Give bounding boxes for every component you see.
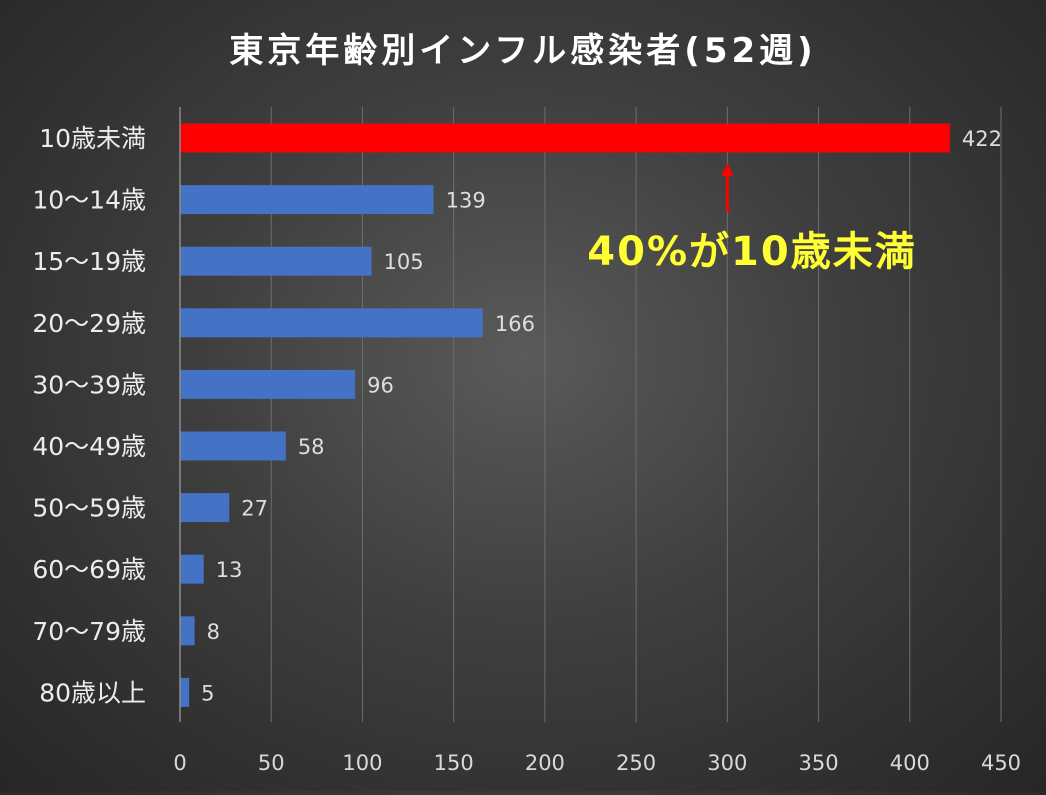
x-tick-label: 250 — [616, 751, 656, 775]
bar — [180, 123, 950, 153]
data-label: 139 — [446, 189, 486, 213]
x-tick-label: 200 — [525, 751, 565, 775]
data-label: 105 — [384, 250, 424, 274]
bar — [180, 431, 286, 461]
x-tick-label: 0 — [173, 751, 186, 775]
bar — [180, 677, 190, 707]
bar — [180, 185, 434, 215]
x-tick-label: 450 — [981, 751, 1021, 775]
data-label: 96 — [367, 373, 394, 397]
data-label: 27 — [241, 497, 268, 521]
data-label: 8 — [207, 620, 220, 644]
category-label: 20〜29歳 — [32, 309, 146, 338]
category-label: 70〜79歳 — [32, 617, 146, 646]
x-tick-label: 400 — [890, 751, 930, 775]
category-label: 40〜49歳 — [32, 432, 146, 461]
bar — [180, 616, 195, 646]
axes: 0 50 100 150 200 250 300 350 400 450 10歳未満 10〜14歳 15… — [32, 107, 1021, 775]
x-tick-label: 100 — [342, 751, 382, 775]
data-label: 58 — [298, 435, 325, 459]
annotation-text: 40%が10歳未満 — [587, 229, 916, 275]
category-label: 10歳未満 — [39, 124, 146, 153]
bar — [180, 369, 356, 399]
category-label: 50〜59歳 — [32, 494, 146, 523]
bar — [180, 308, 483, 338]
annotation-arrow-head — [721, 163, 734, 176]
category-label: 80歳以上 — [39, 678, 146, 707]
bars: 422 139 105 166 96 58 27 13 8 5 — [180, 123, 1002, 707]
x-tick-label: 50 — [258, 751, 285, 775]
x-tick-label: 300 — [707, 751, 747, 775]
data-label: 166 — [495, 312, 535, 336]
annotation: 40%が10歳未満 — [587, 163, 916, 275]
data-label: 422 — [962, 127, 1002, 151]
bar — [180, 246, 372, 276]
category-label: 10〜14歳 — [32, 186, 146, 215]
category-label: 30〜39歳 — [32, 370, 146, 399]
x-tick-label: 350 — [799, 751, 839, 775]
x-tick-label: 150 — [434, 751, 474, 775]
bar — [180, 554, 204, 584]
category-label: 15〜19歳 — [32, 247, 146, 276]
category-label: 60〜69歳 — [32, 555, 146, 584]
chart-title: 東京年齢別インフル感染者(52週) — [229, 31, 816, 71]
bar — [180, 493, 230, 523]
data-label: 5 — [201, 681, 214, 705]
data-label: 13 — [216, 558, 243, 582]
